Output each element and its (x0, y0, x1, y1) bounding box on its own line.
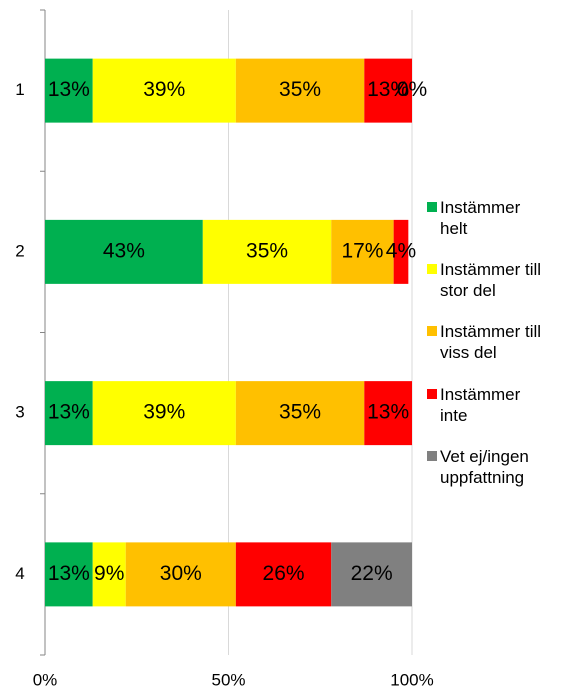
legend-entry: Instämmer inte (427, 384, 546, 426)
legend-swatch (427, 451, 437, 461)
legend-label: Instämmer helt (440, 198, 521, 238)
legend-swatch (427, 264, 437, 274)
y-tick-label: 3 (15, 403, 24, 422)
data-label: 0% (397, 78, 427, 101)
legend-label: Vet ej/ingen uppfattning (440, 447, 529, 487)
bar-segment (331, 542, 412, 607)
data-label: 35% (279, 78, 321, 101)
bar-segment (92, 542, 126, 607)
bar-segment (364, 381, 412, 446)
legend-swatch (427, 389, 437, 399)
bar-segment (45, 542, 93, 607)
legend-swatch (427, 326, 437, 336)
y-tick-label: 4 (15, 564, 24, 583)
data-label: 13% (48, 78, 90, 101)
legend-swatch (427, 202, 437, 212)
bar-segment (45, 58, 93, 123)
bar-segment (125, 542, 236, 607)
bar-segment (235, 58, 365, 123)
bar-segment (235, 381, 365, 446)
data-label: 39% (143, 78, 185, 101)
data-label: 13% (48, 562, 90, 585)
legend-entry: Vet ej/ingen uppfattning (427, 446, 546, 488)
legend-entry: Instämmer helt (427, 197, 546, 239)
bar-segment (202, 219, 332, 284)
data-label: 30% (160, 562, 202, 585)
data-label: 22% (351, 562, 393, 585)
legend-label: Instämmer inte (440, 385, 521, 425)
legend-label: Instämmer till stor del (440, 260, 542, 300)
x-tick-label: 50% (211, 670, 245, 688)
y-tick-label: 1 (15, 80, 24, 99)
bar-segment (331, 219, 394, 284)
data-label: 39% (143, 401, 185, 424)
data-label: 13% (48, 401, 90, 424)
x-tick-label: 0% (33, 670, 58, 688)
legend-entry: Instämmer till stor del (427, 259, 546, 301)
data-label: 9% (94, 562, 124, 585)
bar-segment (92, 381, 236, 446)
y-tick-label: 2 (15, 241, 24, 260)
data-label: 43% (103, 239, 145, 262)
bar-segment (92, 58, 236, 123)
x-tick-label: 100% (390, 670, 433, 688)
data-label: 35% (246, 239, 288, 262)
data-label: 13% (367, 401, 409, 424)
bar-segment (45, 381, 93, 446)
bar-segment (393, 219, 409, 284)
data-label: 4% (386, 239, 416, 262)
data-label: 17% (341, 239, 383, 262)
bar-segment (364, 58, 412, 123)
bar-segment (235, 542, 332, 607)
data-label: 13% (367, 78, 409, 101)
data-label: 35% (279, 401, 321, 424)
data-label: 26% (263, 562, 305, 585)
bar-segment (45, 219, 203, 284)
legend-label: Instämmer till viss del (440, 322, 542, 362)
legend-entry: Instämmer till viss del (427, 321, 546, 363)
